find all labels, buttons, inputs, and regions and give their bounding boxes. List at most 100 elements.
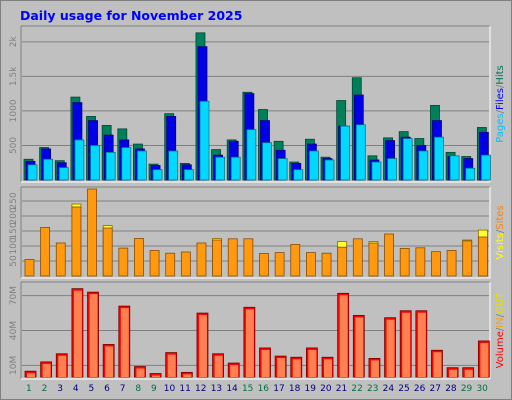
- bar-visits-24: [384, 233, 394, 277]
- y-tick-label: 40M: [9, 321, 19, 340]
- bar-visits-12: [196, 242, 207, 277]
- y-tick-label: 500: [9, 137, 19, 154]
- bar-volume-face-9: [152, 375, 161, 377]
- legend-visits: Visits/Sites: [495, 205, 506, 259]
- bar-volume-face-22: [355, 317, 364, 377]
- bar-pages-18: [293, 169, 304, 181]
- panel-volume: 10M 40M 70M Volume/IN/OUT: [9, 281, 506, 380]
- bar-volume-face-10: [167, 354, 176, 377]
- x-tick-label-21: 21: [336, 384, 347, 394]
- x-tick-label-27: 27: [430, 384, 441, 394]
- bar-visits-9: [149, 250, 160, 277]
- x-tick-label-4: 4: [73, 384, 79, 394]
- y-tick-label: 200: [9, 207, 19, 224]
- bar-volume-face-24: [386, 319, 395, 377]
- bar-pages-26: [418, 150, 429, 181]
- bar-pages-14: [230, 156, 241, 181]
- bar-visits-7: [118, 247, 129, 277]
- bar-volume-face-2: [42, 363, 51, 377]
- bar-visits-29: [462, 240, 473, 277]
- x-tick-label-5: 5: [88, 384, 94, 394]
- bar-volume-face-16: [261, 349, 270, 377]
- bar-visits-30: [477, 236, 488, 277]
- x-tick-label-20: 20: [320, 384, 332, 394]
- x-tick-label-19: 19: [304, 384, 316, 394]
- x-tick-label-15: 15: [242, 384, 253, 394]
- bar-pages-16: [262, 142, 272, 181]
- x-tick-label-9: 9: [151, 384, 157, 394]
- legend-entry: Hits: [495, 65, 506, 84]
- bar-pages-22: [355, 124, 366, 181]
- bar-visits-8: [134, 238, 144, 277]
- bar-volume-face-8: [136, 368, 145, 377]
- panel-hits: 500 1000 1.5k 2k Pages/Files/Hits: [9, 25, 506, 183]
- x-tick-label-3: 3: [57, 384, 63, 394]
- y-tick-label: 1.5k: [9, 66, 19, 86]
- bar-pages-17: [277, 158, 288, 181]
- x-tick-label-22: 22: [351, 384, 362, 394]
- y-tick-label: 10M: [9, 356, 19, 375]
- y-tick-label: 250: [9, 192, 19, 209]
- x-tick-label-10: 10: [164, 384, 176, 394]
- x-tick-label-17: 17: [273, 384, 284, 394]
- x-tick-label-16: 16: [258, 384, 270, 394]
- y-tick-label: 150: [9, 222, 19, 239]
- bar-visits-27: [431, 251, 441, 277]
- bar-visits-2: [40, 226, 51, 277]
- bar-volume-face-23: [370, 360, 379, 377]
- x-tick-label-23: 23: [367, 384, 378, 394]
- bar-volume-face-15: [245, 309, 254, 377]
- bar-volume-face-26: [417, 312, 426, 377]
- x-tick-label-30: 30: [476, 384, 488, 394]
- bar-volume-face-29: [464, 369, 473, 377]
- bar-pages-28: [449, 155, 460, 181]
- bar-pages-23: [371, 161, 382, 181]
- legend-entry: Files: [495, 88, 506, 110]
- y-tick-label: 1000: [9, 99, 19, 122]
- bar-volume-face-25: [402, 312, 411, 377]
- bar-pages-3: [58, 167, 69, 181]
- bar-visits-17: [274, 252, 285, 277]
- chart-title: Daily usage for November 2025: [20, 8, 242, 23]
- legend-entry: Sites: [495, 205, 506, 229]
- bar-pages-15: [246, 129, 257, 181]
- bar-volume-face-17: [277, 358, 286, 377]
- bar-visits-28: [446, 250, 457, 277]
- x-tick-label-24: 24: [383, 384, 395, 394]
- bar-visits-11: [180, 251, 191, 277]
- legend-hits: Pages/Files/Hits: [495, 65, 506, 143]
- x-tick-label-28: 28: [445, 384, 457, 394]
- bar-pages-8: [137, 150, 147, 181]
- bar-pages-5: [90, 145, 100, 181]
- legend-entry: OUT: [495, 292, 506, 314]
- legend-entry: IN: [495, 317, 506, 327]
- bar-volume-face-4: [73, 290, 82, 377]
- legend-entry: Volume: [495, 331, 506, 368]
- bar-visits-22: [352, 238, 363, 277]
- bar-pages-11: [183, 169, 194, 181]
- x-tick-label-29: 29: [461, 384, 473, 394]
- legend-entry: Visits: [495, 233, 506, 260]
- panel-bg: [21, 187, 490, 278]
- bar-visits-26: [415, 247, 426, 277]
- bar-visits-14: [227, 238, 238, 277]
- bar-pages-12: [199, 100, 210, 181]
- bar-visits-15: [243, 238, 254, 277]
- bar-visits-18: [290, 244, 301, 277]
- bar-volume-face-12: [198, 315, 207, 377]
- bar-visits-21: [337, 246, 348, 277]
- bar-volume-face-30: [480, 342, 489, 377]
- bar-volume-face-7: [120, 308, 129, 377]
- bar-visits-4: [71, 206, 82, 277]
- bar-volume-face-11: [183, 374, 192, 377]
- bar-volume-face-20: [324, 359, 333, 377]
- bar-pages-4: [74, 139, 85, 181]
- bar-visits-13: [212, 239, 223, 277]
- x-tick-label-14: 14: [226, 384, 238, 394]
- bar-volume-face-3: [58, 355, 67, 377]
- bar-pages-10: [168, 150, 179, 181]
- bar-volume-face-5: [89, 294, 98, 377]
- bar-volume-face-1: [27, 373, 35, 377]
